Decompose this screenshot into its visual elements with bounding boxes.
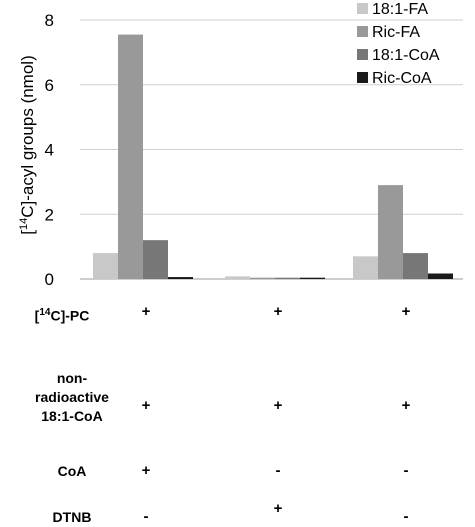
- bar-ric-fa: [378, 185, 403, 279]
- legend-label: Ric-FA: [372, 24, 420, 41]
- condition-label-line: radioactive: [35, 389, 109, 405]
- condition-symbol: -: [143, 508, 149, 525]
- bar-chart: 0 2 4 6 8 [14C]-acyl groups (nmol) 18:1-FA Ri…: [18, 1, 463, 289]
- condition-symbol: -: [403, 508, 409, 525]
- condition-symbol: +: [273, 397, 283, 414]
- legend-label: 18:1-CoA: [372, 47, 440, 64]
- bar-18-1-coa: [403, 253, 428, 279]
- condition-label-14c-pc: [14C]-PC: [12, 303, 112, 326]
- y-tick-label: 4: [45, 141, 54, 160]
- y-axis-label-sup: 14: [18, 218, 30, 230]
- bar-ric-coa: [168, 277, 193, 279]
- condition-label-open: [: [34, 307, 40, 324]
- condition-label-line: non-: [56, 370, 88, 386]
- bar-ric-fa: [250, 277, 275, 279]
- bar-18-1-coa: [143, 240, 168, 279]
- y-tick-label: 8: [45, 11, 54, 30]
- bar-18-1-fa: [225, 276, 250, 279]
- condition-label-sup: 14: [39, 307, 51, 318]
- bar-18-1-fa: [353, 256, 378, 279]
- y-axis-label-rest: C]-acyl groups (nmol): [18, 55, 37, 218]
- condition-symbol: +: [141, 303, 151, 320]
- condition-label-nonradioactive-18-1-coa: non- radioactive 18:1-CoA: [20, 369, 124, 426]
- y-tick-labels: 0 2 4 6 8: [45, 11, 54, 289]
- bar-ric-coa: [300, 277, 325, 279]
- condition-symbol: +: [401, 303, 411, 320]
- condition-label-line: 18:1-CoA: [41, 408, 103, 424]
- condition-label-rest: C]-PC: [50, 307, 90, 324]
- condition-label-dtnb: DTNB: [52, 509, 92, 525]
- condition-symbol: +: [141, 462, 151, 479]
- condition-symbol: +: [401, 397, 411, 414]
- y-axis-label: [14C]-acyl groups (nmol): [18, 55, 37, 234]
- condition-symbol: -: [403, 462, 409, 479]
- y-axis-label-open: [: [18, 230, 37, 235]
- bar-18-1-coa: [275, 277, 300, 279]
- bars: [93, 34, 453, 279]
- legend-swatch: [357, 49, 368, 60]
- legend-swatch: [357, 3, 368, 14]
- legend-label: 18:1-FA: [372, 1, 428, 18]
- legend-swatch: [357, 26, 368, 37]
- y-tick-label: 0: [45, 270, 54, 289]
- y-tick-label: 6: [45, 76, 54, 95]
- condition-symbol: +: [273, 500, 283, 517]
- bar-18-1-fa: [93, 253, 118, 279]
- y-tick-label: 2: [45, 205, 54, 224]
- condition-label-coa: CoA: [57, 463, 87, 479]
- bar-ric-fa: [118, 34, 143, 279]
- condition-symbol: +: [141, 397, 151, 414]
- condition-symbol: -: [275, 462, 281, 479]
- bar-ric-coa: [428, 273, 453, 279]
- legend-label: Ric-CoA: [372, 70, 432, 87]
- legend-swatch: [357, 72, 368, 83]
- condition-symbol: +: [273, 303, 283, 320]
- legend: 18:1-FA Ric-FA 18:1-CoA Ric-CoA: [357, 1, 440, 87]
